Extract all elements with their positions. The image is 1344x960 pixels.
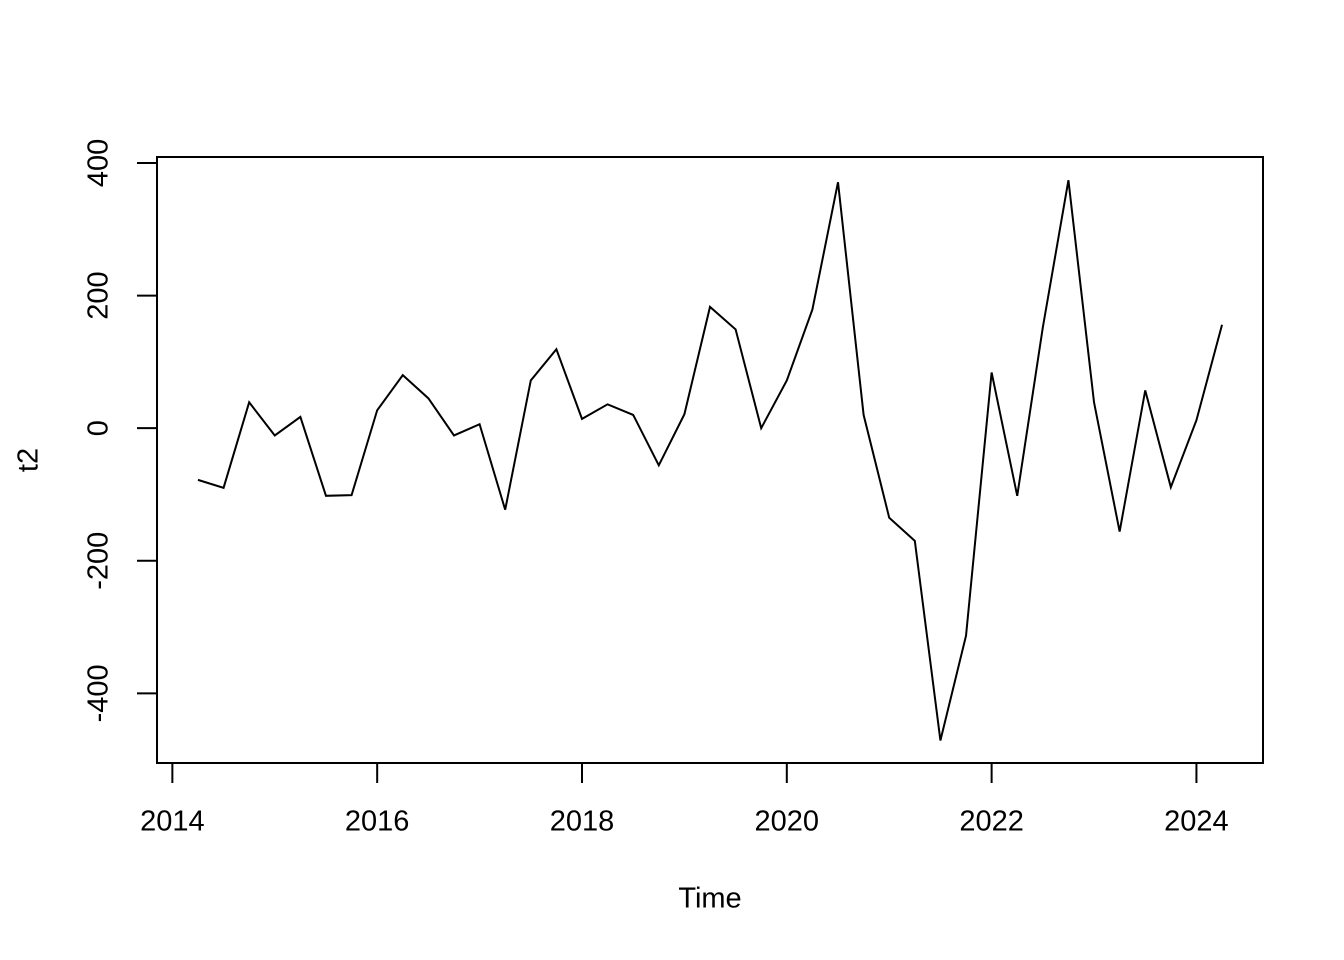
y-tick-label: -200 xyxy=(83,532,115,590)
x-tick-label: 2018 xyxy=(550,806,615,838)
x-tick-label: 2022 xyxy=(959,806,1024,838)
x-tick-label: 2014 xyxy=(140,806,205,838)
x-tick-label: 2020 xyxy=(755,806,820,838)
x-tick-label: 2016 xyxy=(345,806,410,838)
y-tick-label: 400 xyxy=(83,139,115,187)
series-line xyxy=(197,180,1224,741)
y-tick-label: -400 xyxy=(83,664,115,722)
y-tick-label: 0 xyxy=(83,420,115,436)
plot-box xyxy=(156,156,1264,764)
x-axis-label: Time xyxy=(678,883,741,915)
y-axis-label: t2 xyxy=(13,448,45,472)
x-tick-label: 2024 xyxy=(1164,806,1229,838)
y-tick-label: 200 xyxy=(83,271,115,319)
